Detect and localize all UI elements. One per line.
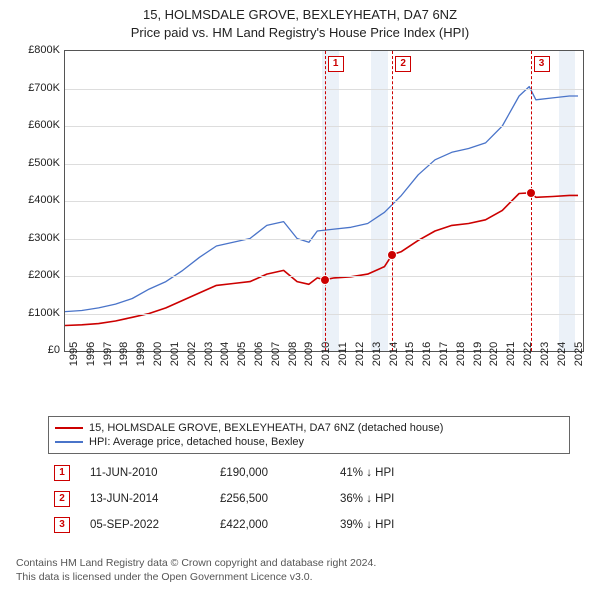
event-row-price: £190,000 (220, 467, 320, 479)
price-marker (387, 250, 397, 260)
event-line (392, 51, 393, 351)
plot-area (64, 50, 584, 352)
event-row-pct: 39% ↓ HPI (340, 519, 460, 531)
xtick-label: 2006 (253, 342, 265, 366)
ytick-label: £100K (12, 307, 60, 319)
xtick-label: 2016 (421, 342, 433, 366)
xtick-label: 2010 (320, 342, 332, 366)
xtick-label: 2000 (152, 342, 164, 366)
chart: £0 £100K £200K £300K £400K £500K £600K £700K £80… (10, 46, 590, 406)
event-row-pct: 36% ↓ HPI (340, 493, 460, 505)
xtick-label: 1997 (102, 342, 114, 366)
xtick-label: 2014 (388, 342, 400, 366)
event-line (531, 51, 532, 351)
event-row-index: 1 (54, 465, 70, 481)
legend-label-hpi: HPI: Average price, detached house, Bexl… (89, 436, 304, 448)
event-row: 1 11-JUN-2010 £190,000 41% ↓ HPI (48, 460, 556, 486)
xtick-label: 1996 (85, 342, 97, 366)
xtick-label: 2015 (404, 342, 416, 366)
event-row-index: 3 (54, 517, 70, 533)
event-row-date: 11-JUN-2010 (90, 467, 200, 479)
events-table: 1 11-JUN-2010 £190,000 41% ↓ HPI 2 13-JUN-201… (48, 460, 556, 538)
event-line (325, 51, 326, 351)
xtick-label: 2018 (455, 342, 467, 366)
xtick-label: 2004 (219, 342, 231, 366)
event-row-pct: 41% ↓ HPI (340, 467, 460, 479)
event-row: 3 05-SEP-2022 £422,000 39% ↓ HPI (48, 512, 556, 538)
ytick-label: £500K (12, 157, 60, 169)
event-marker-box: 3 (534, 56, 550, 72)
legend: 15, HOLMSDALE GROVE, BEXLEYHEATH, DA7 6N… (48, 416, 570, 454)
xtick-label: 2005 (236, 342, 248, 366)
xtick-label: 1999 (135, 342, 147, 366)
xtick-label: 2020 (488, 342, 500, 366)
title-line1: 15, HOLMSDALE GROVE, BEXLEYHEATH, DA7 6N… (0, 6, 600, 24)
price-marker (320, 275, 330, 285)
chart-container: 15, HOLMSDALE GROVE, BEXLEYHEATH, DA7 6N… (0, 0, 600, 590)
price-marker (526, 188, 536, 198)
event-marker-box: 1 (328, 56, 344, 72)
xtick-label: 2001 (169, 342, 181, 366)
event-row-index: 2 (54, 491, 70, 507)
legend-swatch-property (55, 427, 83, 429)
ytick-label: £0 (12, 344, 60, 356)
footer: Contains HM Land Registry data © Crown c… (16, 556, 376, 584)
legend-row-property: 15, HOLMSDALE GROVE, BEXLEYHEATH, DA7 6N… (55, 421, 563, 435)
xtick-label: 1998 (118, 342, 130, 366)
legend-row-hpi: HPI: Average price, detached house, Bexl… (55, 435, 563, 449)
event-row-price: £256,500 (220, 493, 320, 505)
legend-label-property: 15, HOLMSDALE GROVE, BEXLEYHEATH, DA7 6N… (89, 422, 443, 434)
event-row-price: £422,000 (220, 519, 320, 531)
footer-line2: This data is licensed under the Open Gov… (16, 570, 376, 584)
xtick-label: 2025 (573, 342, 585, 366)
title-line2: Price paid vs. HM Land Registry's House … (0, 24, 600, 42)
footer-line1: Contains HM Land Registry data © Crown c… (16, 556, 376, 570)
event-row-date: 13-JUN-2014 (90, 493, 200, 505)
series-property (65, 193, 578, 326)
xtick-label: 2008 (287, 342, 299, 366)
xtick-label: 1995 (68, 342, 80, 366)
xtick-label: 2003 (203, 342, 215, 366)
xtick-label: 2019 (472, 342, 484, 366)
xtick-label: 2002 (186, 342, 198, 366)
ytick-label: £700K (12, 82, 60, 94)
legend-swatch-hpi (55, 441, 83, 443)
ytick-label: £800K (12, 44, 60, 56)
xtick-label: 2023 (539, 342, 551, 366)
xtick-label: 2013 (371, 342, 383, 366)
xtick-label: 2009 (303, 342, 315, 366)
title-block: 15, HOLMSDALE GROVE, BEXLEYHEATH, DA7 6N… (0, 0, 600, 41)
event-row-date: 05-SEP-2022 (90, 519, 200, 531)
ytick-label: £300K (12, 232, 60, 244)
xtick-label: 2021 (505, 342, 517, 366)
event-marker-box: 2 (395, 56, 411, 72)
xtick-label: 2022 (522, 342, 534, 366)
xtick-label: 2012 (354, 342, 366, 366)
xtick-label: 2011 (337, 342, 349, 366)
xtick-label: 2024 (556, 342, 568, 366)
event-row: 2 13-JUN-2014 £256,500 36% ↓ HPI (48, 486, 556, 512)
ytick-label: £400K (12, 194, 60, 206)
xtick-label: 2017 (438, 342, 450, 366)
ytick-label: £600K (12, 119, 60, 131)
ytick-label: £200K (12, 269, 60, 281)
xtick-label: 2007 (270, 342, 282, 366)
